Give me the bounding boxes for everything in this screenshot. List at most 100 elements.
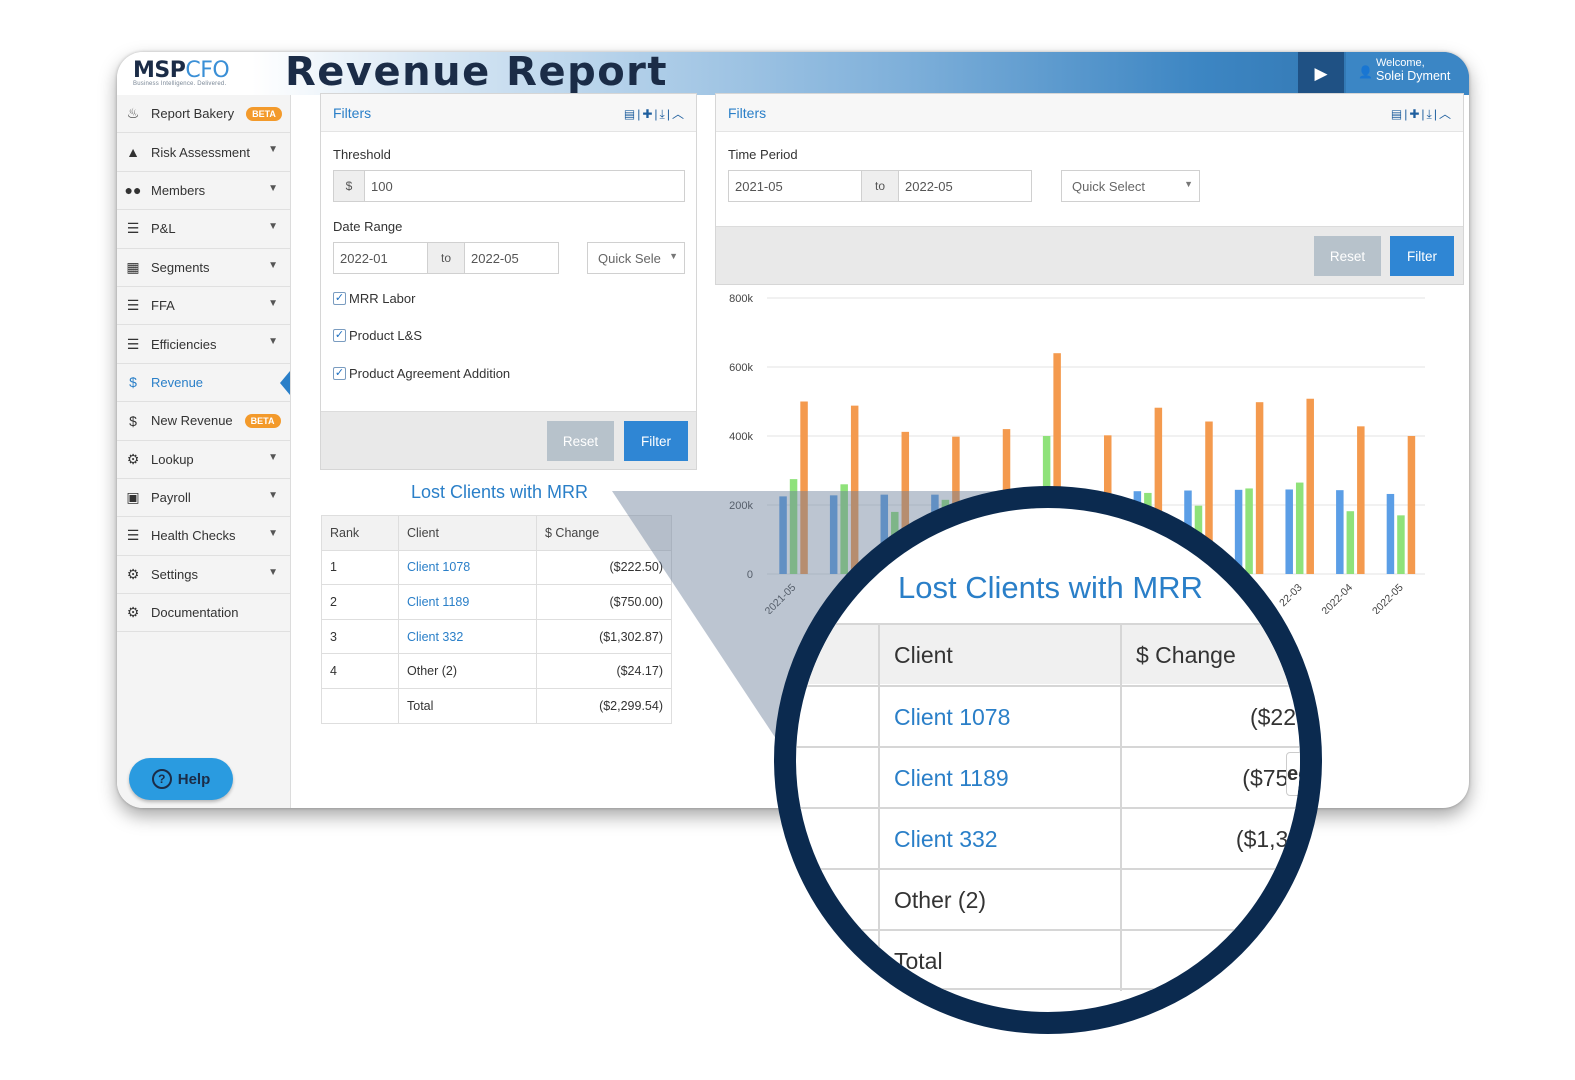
bar[interactable] bbox=[789, 479, 798, 574]
collapse-icon[interactable]: ︿ bbox=[671, 107, 686, 121]
chevron-down-icon: ▼ bbox=[268, 451, 278, 463]
filter-button[interactable]: Filter bbox=[624, 421, 688, 461]
bar[interactable] bbox=[1295, 482, 1304, 574]
date-to-input[interactable]: 2022-05 bbox=[464, 242, 559, 274]
bar[interactable] bbox=[1357, 426, 1365, 574]
period-to-input[interactable]: 2022-05 bbox=[898, 170, 1032, 202]
logo: MSPCFO Business Intelligence. Delivered. bbox=[133, 58, 230, 87]
bar[interactable] bbox=[1245, 488, 1253, 574]
client-link[interactable]: Client 332 bbox=[894, 825, 998, 852]
magnified-row: Other (2) bbox=[796, 868, 1300, 930]
chevron-down-icon: ▼ bbox=[268, 144, 278, 156]
warning-icon: ▲ bbox=[126, 144, 140, 161]
save-icon[interactable]: ▤ bbox=[623, 107, 638, 121]
sidebar-item-settings[interactable]: ⚙ Settings ▼ bbox=[117, 556, 290, 595]
sidebar-item-risk-assessment[interactable]: ▲ Risk Assessment ▼ bbox=[117, 133, 290, 172]
bar[interactable] bbox=[779, 496, 787, 574]
currency-addon: $ bbox=[333, 170, 365, 202]
bar[interactable] bbox=[1154, 407, 1163, 574]
checkbox-mrr-labor[interactable]: ✓ MRR Labor bbox=[333, 291, 416, 306]
collapse-icon[interactable]: ︿ bbox=[1438, 107, 1453, 121]
client-link[interactable]: Client 1189 bbox=[894, 764, 1009, 791]
bar[interactable] bbox=[1386, 493, 1395, 574]
play-icon: ▶ bbox=[1314, 63, 1328, 83]
download-icon[interactable]: ⤓ bbox=[659, 107, 667, 121]
y-tick-label: 200k bbox=[729, 500, 753, 512]
add-icon[interactable]: ✚ bbox=[642, 107, 655, 121]
dollar-icon: $ bbox=[129, 412, 137, 429]
save-icon[interactable]: ▤ bbox=[1390, 107, 1405, 121]
add-icon[interactable]: ✚ bbox=[1409, 107, 1422, 121]
client-link[interactable]: Client 1189 bbox=[407, 594, 470, 609]
list-icon: ☰ bbox=[126, 220, 140, 237]
sidebar-item-report-bakery[interactable]: ♨ Report Bakery BETA bbox=[117, 95, 290, 134]
sidebar-item-segments[interactable]: ▦ Segments ▼ bbox=[117, 249, 290, 287]
quick-select[interactable]: Quick Sele ▼ bbox=[587, 242, 685, 274]
bar[interactable] bbox=[829, 495, 838, 574]
user-menu[interactable]: 👤 Welcome, Solei Dyment bbox=[1346, 52, 1469, 95]
list-icon: ☰ bbox=[126, 527, 140, 544]
period-from-input[interactable]: 2021-05 bbox=[728, 170, 862, 202]
bar[interactable] bbox=[1285, 489, 1293, 574]
magnified-row: Client 1189 ($75( bbox=[796, 746, 1300, 808]
client-link[interactable]: Client 332 bbox=[407, 629, 464, 644]
magnifier-lens: Lost Clients with MRR Client $ Change Cl… bbox=[774, 486, 1322, 1034]
bar[interactable] bbox=[1306, 398, 1314, 574]
bar[interactable] bbox=[1407, 436, 1416, 574]
panel-title: Filters bbox=[728, 105, 767, 121]
bar[interactable] bbox=[1346, 511, 1355, 574]
bar[interactable] bbox=[800, 401, 808, 575]
bar[interactable] bbox=[880, 494, 889, 574]
bar[interactable] bbox=[1255, 402, 1264, 574]
sidebar-item-documentation[interactable]: ⚙ Documentation bbox=[117, 594, 290, 633]
bar[interactable] bbox=[840, 484, 848, 574]
column-header: Rank bbox=[321, 515, 399, 551]
reset-button[interactable]: Reset bbox=[1314, 236, 1381, 276]
date-from-input[interactable]: 2022-01 bbox=[333, 242, 428, 274]
chevron-down-icon: ▼ bbox=[268, 221, 278, 233]
threshold-input[interactable]: 100 bbox=[364, 170, 685, 202]
lost-clients-title: Lost Clients with MRR bbox=[411, 482, 589, 502]
sidebar-item-revenue[interactable]: $ Revenue bbox=[117, 364, 290, 403]
left-filters-panel: Filters ▤|✚|⤓|︿ Threshold $ 100 Date Ran… bbox=[320, 93, 697, 470]
checkbox-product-ls[interactable]: ✓ Product L&S bbox=[333, 328, 422, 343]
cake-icon: ♨ bbox=[126, 105, 140, 122]
sidebar-item-lookup[interactable]: ⚙ Lookup ▼ bbox=[117, 441, 290, 479]
bar[interactable] bbox=[901, 431, 910, 574]
lost-clients-table: Rank Client $ Change 1 Client 1078 ($222.5… bbox=[321, 515, 672, 724]
grid-icon: ▦ bbox=[126, 258, 140, 275]
gears-icon: ⚙ bbox=[126, 604, 140, 621]
sidebar-item-health-checks[interactable]: ☰ Health Checks ▼ bbox=[117, 517, 290, 556]
sidebar-item-new-revenue[interactable]: $ New Revenue BETA bbox=[117, 402, 290, 441]
beta-badge: BETA bbox=[244, 413, 281, 428]
users-icon: ●● bbox=[124, 182, 142, 199]
client-link[interactable]: Client 1078 bbox=[894, 703, 1011, 730]
checkbox-product-agreement[interactable]: ✓ Product Agreement Addition bbox=[333, 366, 511, 381]
download-icon[interactable]: ⤓ bbox=[1426, 107, 1434, 121]
reset-button[interactable]: Reset bbox=[547, 421, 614, 461]
active-indicator bbox=[280, 370, 290, 395]
sidebar-item-pl[interactable]: ☰ P&L ▼ bbox=[117, 210, 290, 249]
bar[interactable] bbox=[1205, 421, 1213, 574]
quick-select[interactable]: Quick Select ▼ bbox=[1061, 170, 1200, 202]
chevron-down-icon: ▼ bbox=[268, 566, 278, 578]
bar[interactable] bbox=[1053, 353, 1061, 574]
sidebar-item-ffa[interactable]: ☰ FFA ▼ bbox=[117, 287, 290, 326]
help-button[interactable]: ? Help bbox=[129, 758, 233, 800]
chevron-down-icon: ▼ bbox=[268, 528, 278, 540]
sidebar-item-payroll[interactable]: ▣ Payroll ▼ bbox=[117, 479, 290, 518]
filter-button[interactable]: Filter bbox=[1390, 236, 1454, 276]
panel-toolbar: ▤|✚|⤓|︿ bbox=[1390, 107, 1453, 121]
client-link[interactable]: Client 1078 bbox=[407, 560, 471, 575]
play-button[interactable]: ▶ bbox=[1298, 52, 1344, 95]
sidebar-item-members[interactable]: ●● Members ▼ bbox=[117, 172, 290, 211]
bar[interactable] bbox=[1234, 489, 1243, 574]
magnified-row: Client 332 ($1,3( bbox=[796, 807, 1300, 869]
list-icon: ☰ bbox=[126, 335, 140, 352]
x-tick-label: 2021-05 bbox=[763, 582, 799, 614]
bar[interactable] bbox=[1336, 490, 1344, 574]
sidebar-item-efficiencies[interactable]: ☰ Efficiencies ▼ bbox=[117, 325, 290, 364]
need-help-button[interactable]: eed Help bbox=[1286, 752, 1300, 796]
bar[interactable] bbox=[1397, 515, 1405, 574]
bar[interactable] bbox=[850, 405, 859, 574]
